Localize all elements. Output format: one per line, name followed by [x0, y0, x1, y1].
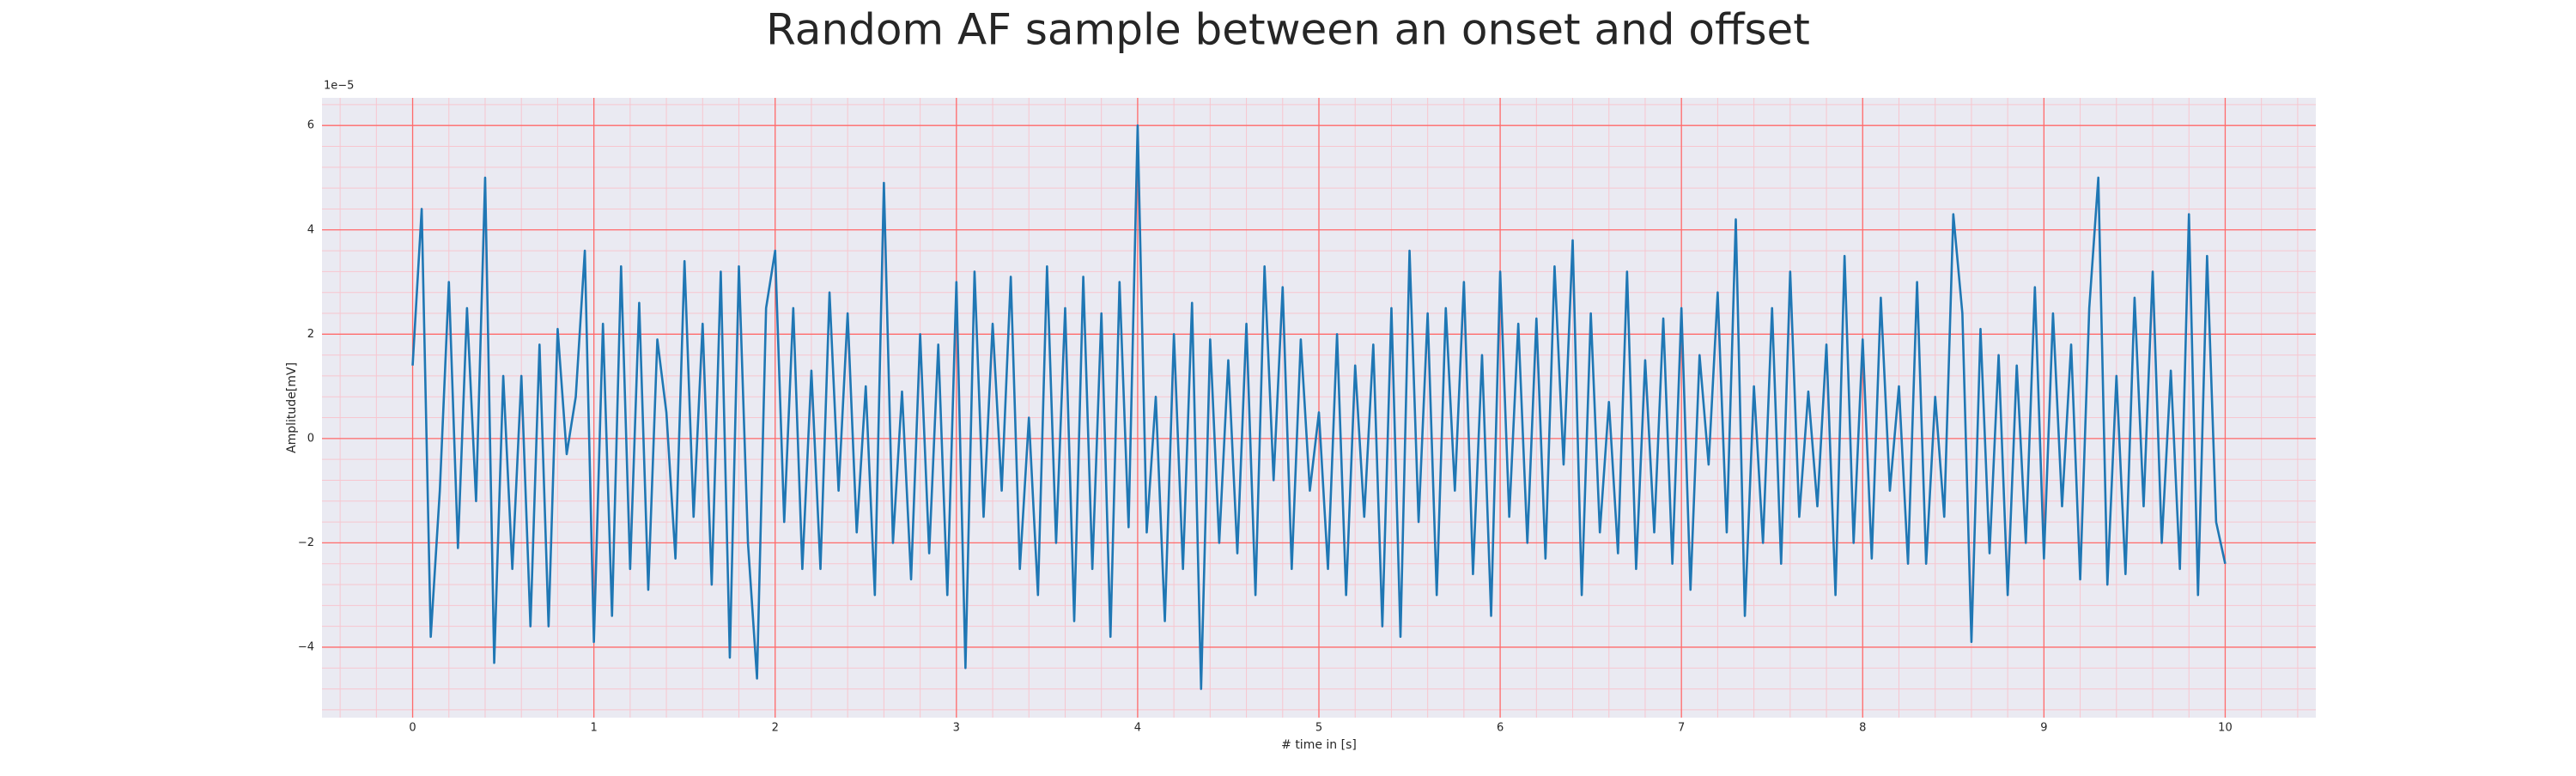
- chart-title: Random AF sample between an onset and of…: [766, 5, 1810, 55]
- x-tick-label: 10: [2218, 722, 2233, 735]
- x-tick-label: 9: [2040, 722, 2047, 735]
- x-tick-label: 3: [953, 722, 960, 735]
- x-tick-label: 2: [772, 722, 779, 735]
- y-tick-label: 6: [307, 119, 314, 132]
- x-tick-label: 4: [1134, 722, 1141, 735]
- y-tick-label: 0: [307, 432, 314, 445]
- y-offset-label: 1e−5: [324, 80, 354, 93]
- y-tick-label: −2: [298, 537, 314, 549]
- x-tick-label: 0: [409, 722, 416, 735]
- x-tick-label: 7: [1678, 722, 1685, 735]
- x-tick-label: 1: [590, 722, 597, 735]
- x-tick-label: 5: [1315, 722, 1322, 735]
- y-tick-label: 4: [307, 223, 314, 236]
- y-tick-label: −4: [298, 640, 314, 653]
- signal-line: [411, 124, 2227, 690]
- x-tick-label: 6: [1497, 722, 1504, 735]
- y-axis-label: Amplitude[mV]: [285, 362, 299, 453]
- x-axis-label: # time in [s]: [1281, 738, 1357, 752]
- x-tick-label: 8: [1859, 722, 1866, 735]
- y-tick-label: 2: [307, 328, 314, 341]
